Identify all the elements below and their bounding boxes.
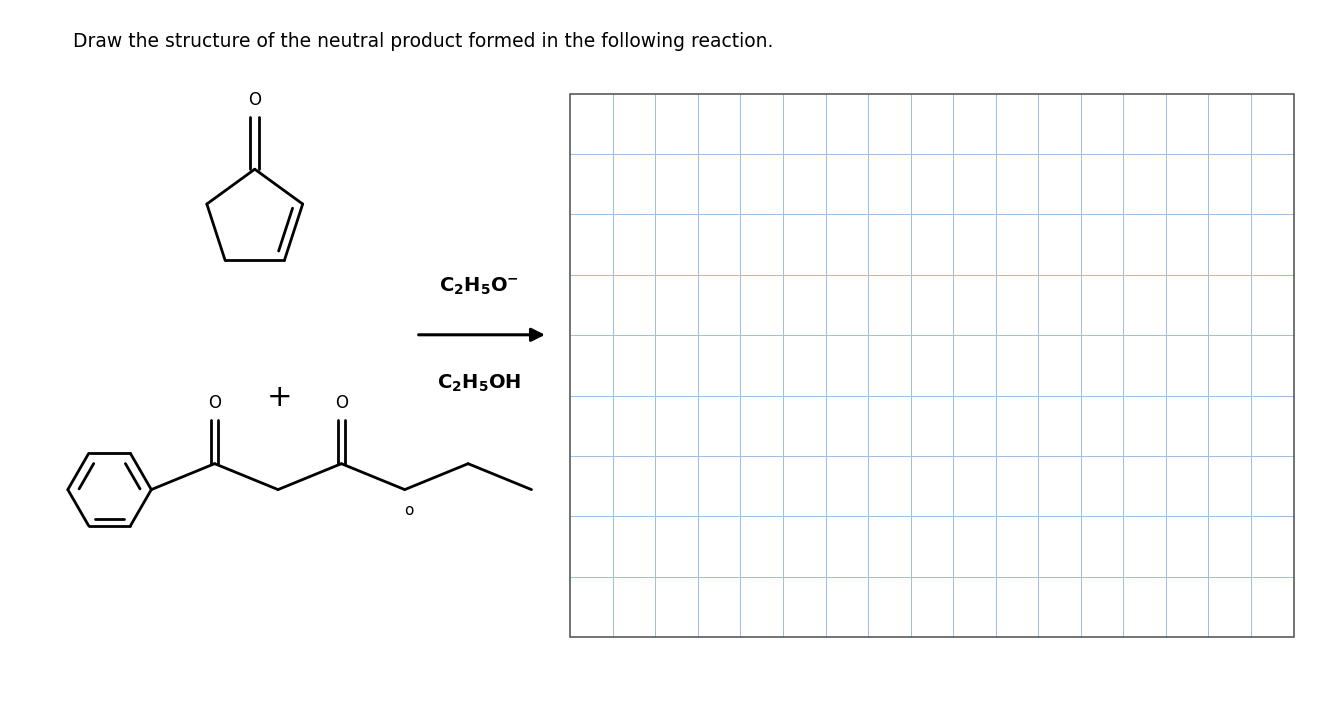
Text: o: o [404, 503, 413, 518]
Text: O: O [248, 91, 261, 109]
Text: Draw the structure of the neutral product formed in the following reaction.: Draw the structure of the neutral produc… [73, 32, 774, 51]
Text: $\mathbf{C_2H_5O^{-}}$: $\mathbf{C_2H_5O^{-}}$ [440, 276, 519, 297]
Bar [570, 94, 1294, 637]
Text: $\mathbf{C_2H_5OH}$: $\mathbf{C_2H_5OH}$ [437, 372, 521, 394]
Text: O: O [335, 394, 348, 412]
Text: +: + [267, 383, 293, 412]
Text: O: O [209, 394, 222, 412]
